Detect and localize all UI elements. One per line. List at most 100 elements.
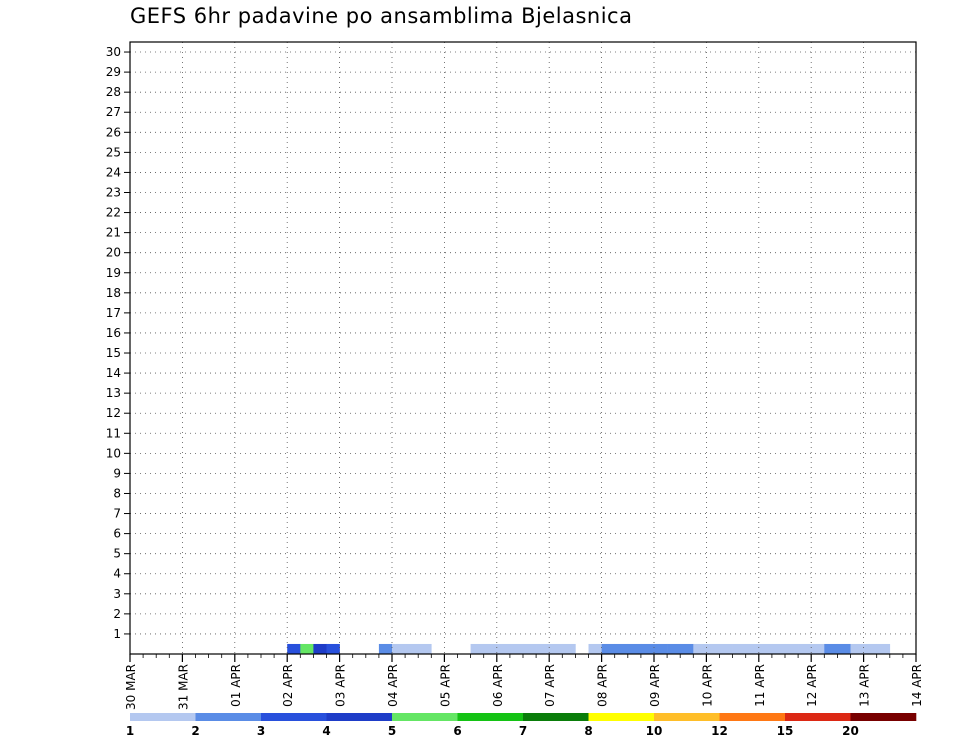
x-tick-label: 07 APR xyxy=(543,664,557,707)
y-tick-label: 10 xyxy=(106,446,121,460)
legend-label: 5 xyxy=(388,724,396,738)
y-tick-label: 15 xyxy=(106,346,121,360)
heatmap-cell xyxy=(667,643,681,655)
legend-label: 20 xyxy=(842,724,859,738)
heatmap-cell xyxy=(640,643,655,655)
legend-label: 8 xyxy=(584,724,592,738)
x-tick-label: 01 APR xyxy=(229,664,243,707)
y-tick-label: 11 xyxy=(106,426,121,440)
x-tick-label: 08 APR xyxy=(596,664,610,707)
legend-label: 10 xyxy=(646,724,663,738)
color-legend: 1 2 3 4 5 6 7 8 10 12 15 20 xyxy=(126,713,917,738)
heatmap-cell xyxy=(496,643,511,655)
heatmap-cell xyxy=(418,643,432,655)
y-tick-label: 17 xyxy=(106,306,121,320)
y-tick-label: 30 xyxy=(106,45,121,59)
y-tick-label: 16 xyxy=(106,326,121,340)
heatmap-cell xyxy=(811,643,825,655)
y-tick-label: 22 xyxy=(106,206,121,220)
legend-swatch xyxy=(130,713,196,721)
heatmap-cell xyxy=(588,643,602,655)
legend-swatch xyxy=(326,713,393,721)
x-tick-label: 06 APR xyxy=(491,664,505,707)
heatmap-cell xyxy=(771,643,786,655)
heatmap-cell xyxy=(706,643,720,655)
legend-swatch xyxy=(392,713,458,721)
heatmap-cell xyxy=(719,643,733,655)
y-tick-label: 21 xyxy=(106,226,121,240)
legend-label: 3 xyxy=(257,724,265,738)
heatmap-cell xyxy=(785,643,799,655)
heatmap-cell xyxy=(680,643,694,655)
grid-lines xyxy=(130,42,916,654)
y-tick-label: 1 xyxy=(113,627,121,641)
x-tick-label: 13 APR xyxy=(858,664,872,707)
y-tick-label: 25 xyxy=(106,145,121,159)
heatmap-cell xyxy=(863,643,877,655)
y-tick-label: 23 xyxy=(106,185,121,199)
y-tick-label: 3 xyxy=(113,587,121,601)
legend-swatch xyxy=(261,713,327,721)
heatmap-cell xyxy=(549,643,563,655)
heatmap-cell xyxy=(627,643,642,655)
x-tick-label: 30 MAR xyxy=(124,664,138,710)
x-tick-label: 04 APR xyxy=(386,664,400,707)
heatmap-cell xyxy=(745,643,760,655)
y-tick-label: 24 xyxy=(106,165,121,179)
heatmap-cell xyxy=(876,643,891,655)
heatmap-cells xyxy=(287,643,891,655)
heatmap-cell xyxy=(326,643,340,655)
y-tick-label: 2 xyxy=(113,607,121,621)
plot-frame xyxy=(129,41,917,655)
x-tick-label: 14 APR xyxy=(910,664,924,707)
heatmap-cell xyxy=(523,643,537,655)
heatmap-cell xyxy=(509,643,524,655)
legend-label: 1 xyxy=(126,724,134,738)
y-tick-label: 7 xyxy=(113,507,121,521)
y-tick-label: 4 xyxy=(113,567,121,581)
heatmap-cell xyxy=(693,643,707,655)
heatmap-cell xyxy=(601,643,615,655)
y-tick-label: 6 xyxy=(113,527,121,541)
heatmap-cell xyxy=(732,643,746,655)
plot-border xyxy=(129,41,917,655)
y-tick-label: 14 xyxy=(106,366,121,380)
heatmap-cell xyxy=(300,643,314,655)
heatmap-cell xyxy=(536,643,550,655)
legend-swatch xyxy=(719,713,786,721)
x-tick-label: 10 APR xyxy=(700,664,714,707)
heatmap-cell xyxy=(483,643,498,655)
x-tick-label: 12 APR xyxy=(805,664,819,707)
heatmap-cell xyxy=(824,643,838,655)
y-tick-label: 18 xyxy=(106,286,121,300)
legend-swatch xyxy=(654,713,720,721)
heatmap-cell xyxy=(287,643,301,655)
x-tick-label: 31 MAR xyxy=(176,664,190,710)
heatmap-cell xyxy=(392,643,406,655)
y-tick-label: 13 xyxy=(106,386,121,400)
y-tick-label: 27 xyxy=(106,105,121,119)
y-tick-label: 8 xyxy=(113,486,121,500)
y-tick-label: 20 xyxy=(106,246,121,260)
heatmap-cell xyxy=(405,643,419,655)
x-axis: 30 MAR 31 MAR 01 APR 02 APR 03 APR 04 APR 05 A… xyxy=(124,654,924,710)
heatmap-cell xyxy=(378,643,393,655)
x-tick-label: 11 APR xyxy=(753,664,767,707)
legend-label: 12 xyxy=(711,724,728,738)
chart-title: GEFS 6hr padavine po ansamblima Bjelasni… xyxy=(130,4,633,28)
y-tick-label: 19 xyxy=(106,266,121,280)
legend-label: 15 xyxy=(777,724,794,738)
y-tick-label: 28 xyxy=(106,85,121,99)
y-tick-label: 12 xyxy=(106,406,121,420)
legend-label: 2 xyxy=(191,724,199,738)
legend-swatch xyxy=(588,713,655,721)
x-tick-label: 09 APR xyxy=(648,664,662,707)
legend-swatch xyxy=(850,713,917,721)
legend-label: 6 xyxy=(453,724,461,738)
legend-swatch xyxy=(785,713,851,721)
x-tick-label: 03 APR xyxy=(334,664,348,707)
heatmap-cell xyxy=(614,643,629,655)
heatmap-cell xyxy=(758,643,773,655)
y-tick-label: 26 xyxy=(106,125,121,139)
